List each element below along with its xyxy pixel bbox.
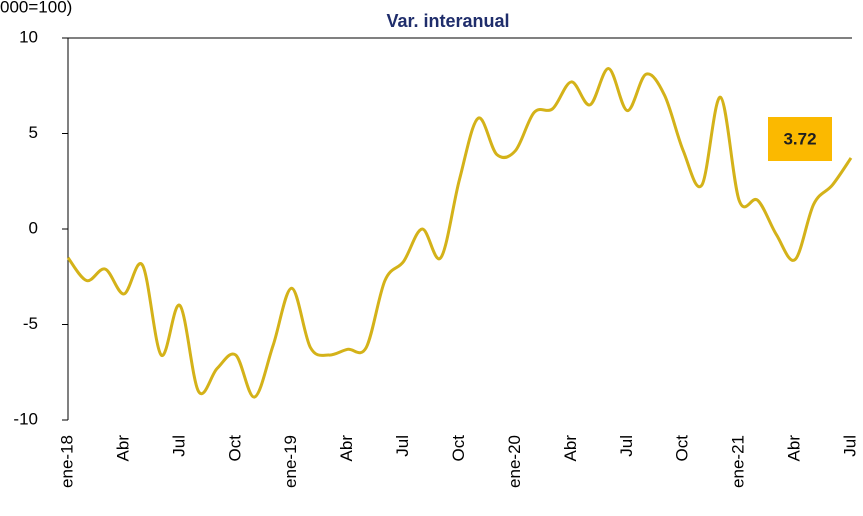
- y-tick-label: 10: [19, 27, 38, 46]
- x-tick-label: Abr: [785, 435, 804, 462]
- y-tick-label: 5: [29, 123, 38, 142]
- data-label-box: [768, 117, 832, 161]
- y-tick-label: -10: [13, 409, 38, 428]
- x-tick-label: Jul: [840, 435, 859, 457]
- x-tick-label: ene-21: [729, 435, 748, 488]
- chart-subtitle: 000=100): [0, 0, 72, 16]
- x-tick-label: Oct: [449, 435, 468, 462]
- chart-title: Var. interanual: [386, 11, 509, 31]
- x-tick-label: Jul: [393, 435, 412, 457]
- x-tick-label: ene-18: [57, 435, 76, 488]
- x-tick-label: Abr: [337, 435, 356, 462]
- x-tick-label: ene-20: [505, 435, 524, 488]
- x-tick-label: Jul: [169, 435, 188, 457]
- x-tick-label: Abr: [113, 435, 132, 462]
- x-tick-label: ene-19: [281, 435, 300, 488]
- y-tick-label: -5: [23, 314, 38, 333]
- x-tick-label: Oct: [673, 435, 692, 462]
- data-label: 3.72: [783, 129, 816, 148]
- x-tick-label: Jul: [617, 435, 636, 457]
- line: [66, 67, 853, 399]
- x-tick-label: Abr: [561, 435, 580, 462]
- x-tick-label: Oct: [225, 435, 244, 462]
- y-tick-label: 0: [29, 218, 38, 237]
